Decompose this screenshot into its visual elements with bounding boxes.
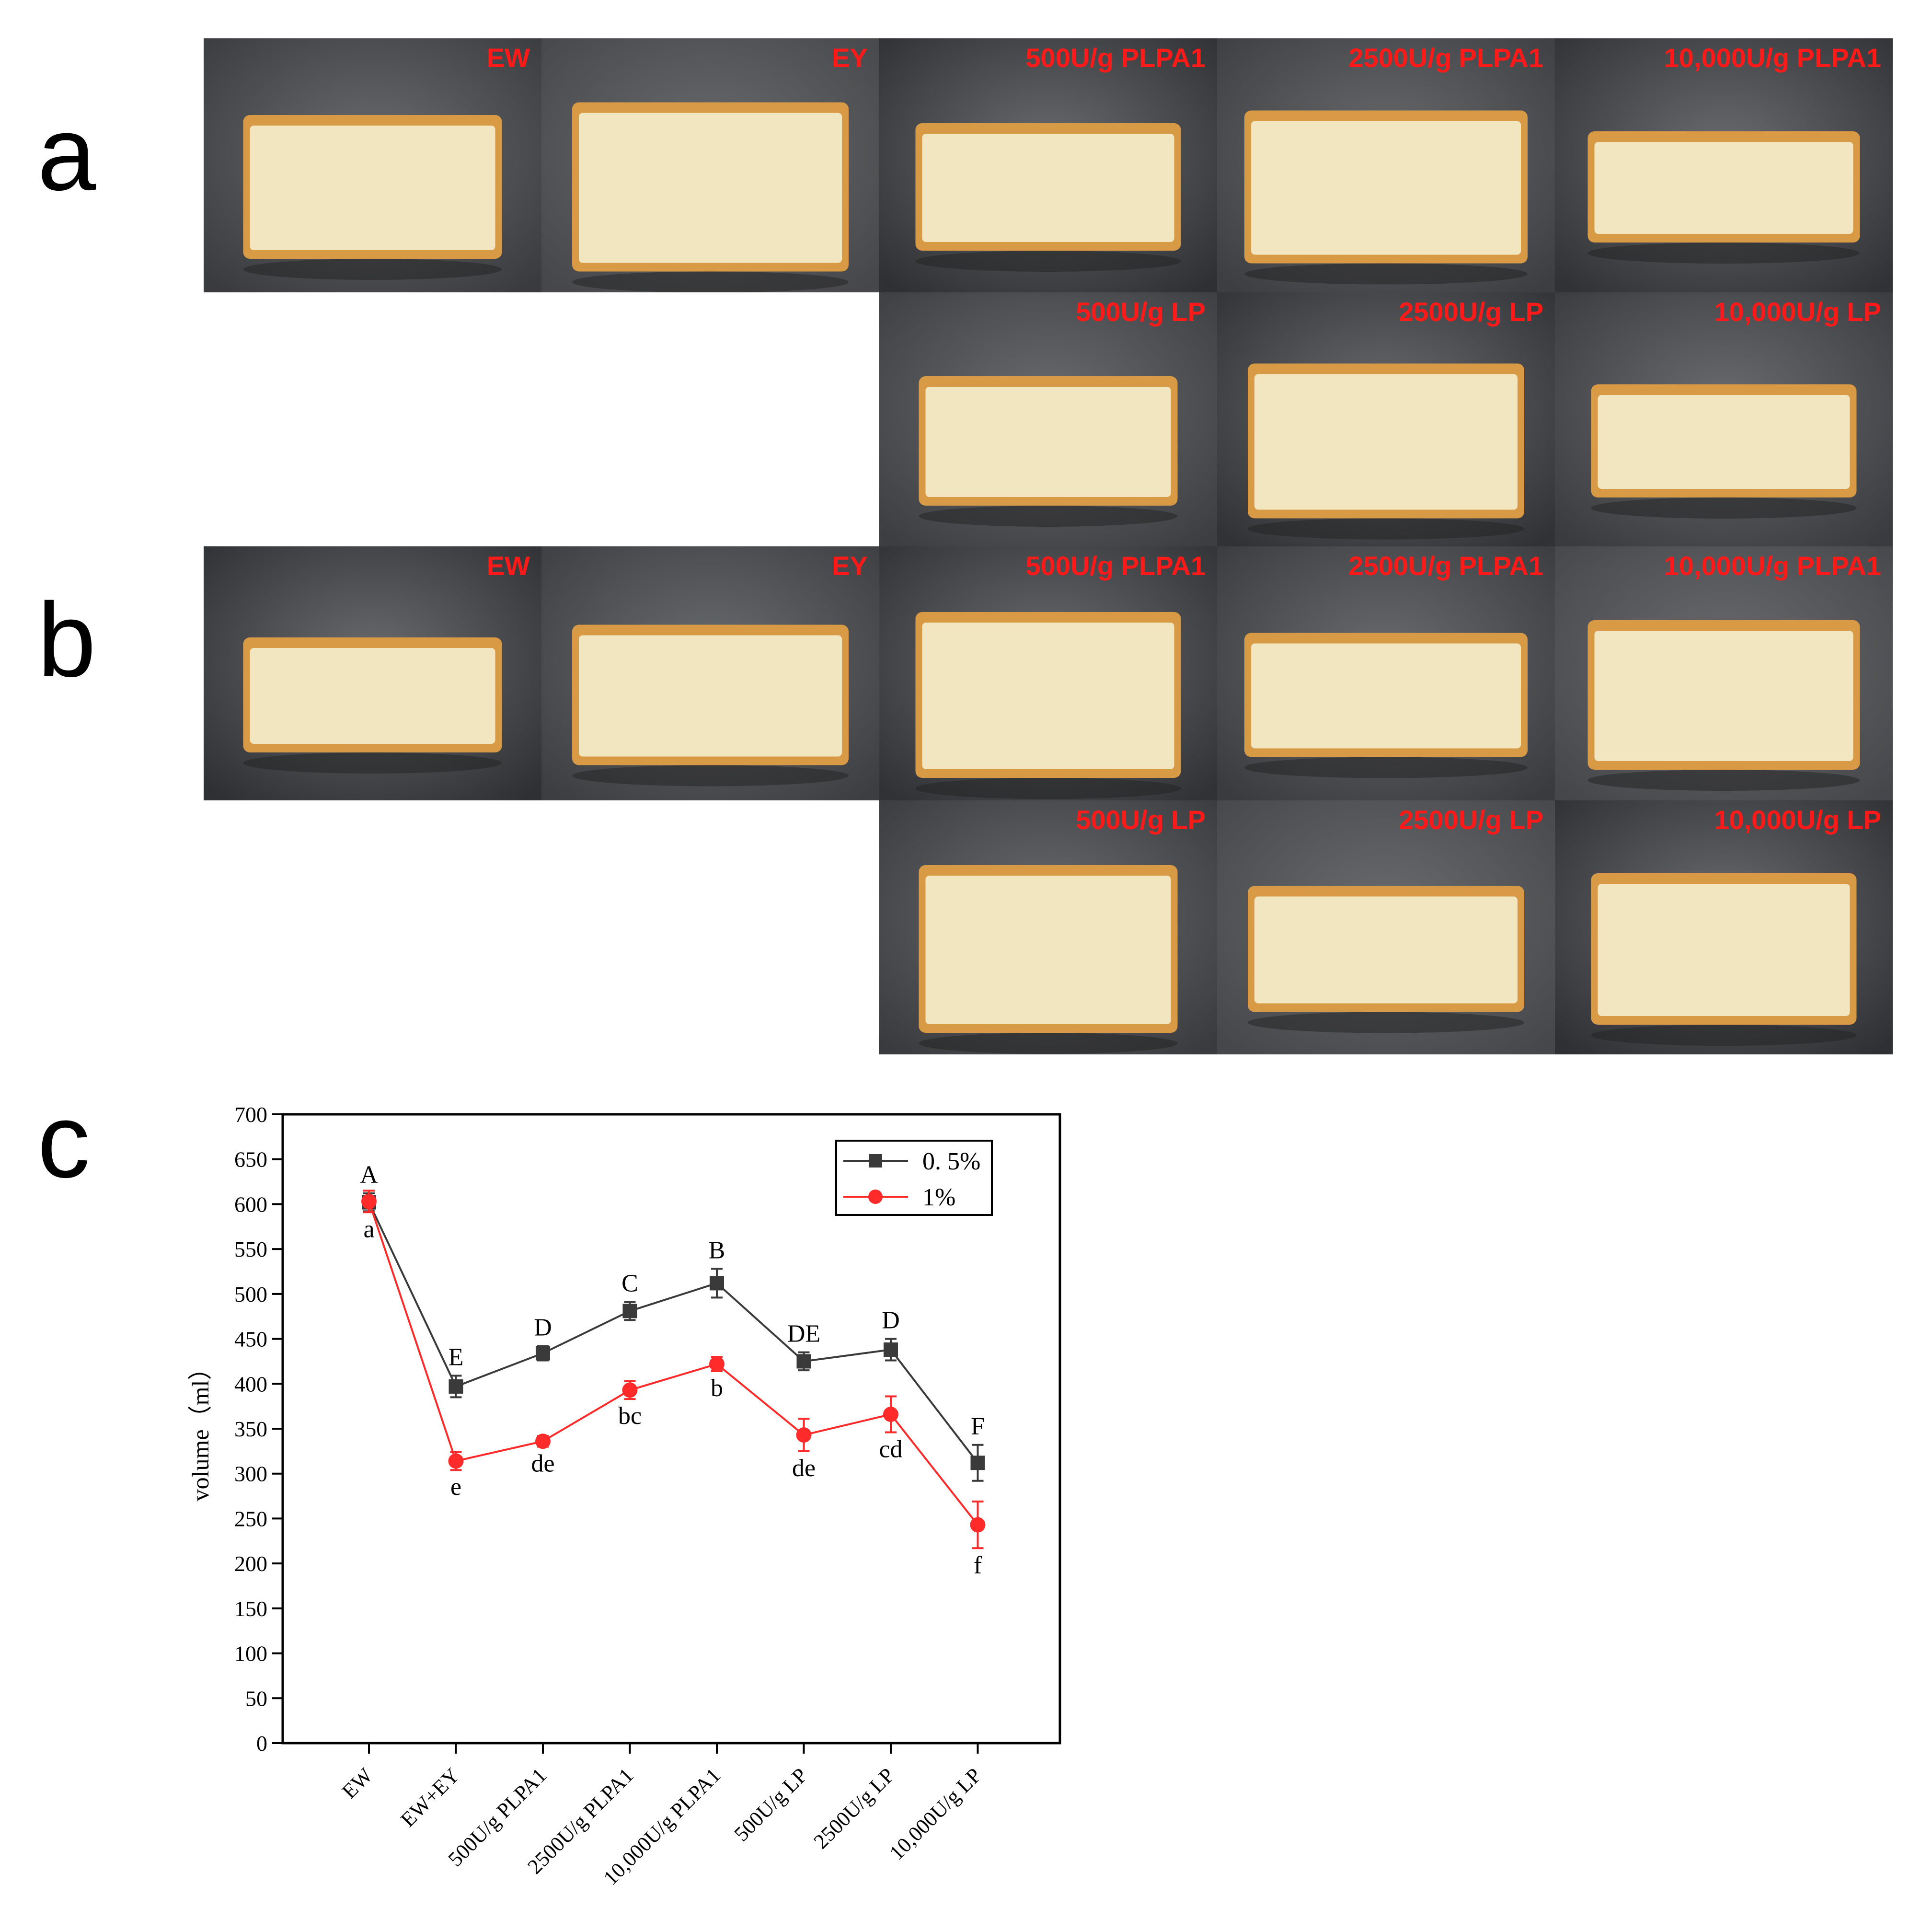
cake-photo-a-bottom-2: 2500U/g LP [1217,292,1555,546]
data-point-square [796,1354,811,1369]
photo-label: 10,000U/g LP [1714,297,1881,327]
significance-letter: e [450,1473,461,1501]
legend-marker-square [869,1154,882,1168]
y-tick-label: 650 [234,1147,267,1172]
cake-photo-b-bottom-3: 10,000U/g LP [1555,800,1893,1054]
data-point-circle [796,1427,812,1443]
x-tick-label: 500U/g LP [729,1763,812,1846]
significance-letter: cd [879,1435,902,1463]
data-point-circle [709,1356,724,1372]
y-axis-label: volume（ml） [187,1356,214,1502]
data-point-square [884,1342,898,1357]
y-tick-label: 200 [234,1551,267,1576]
photo-label: 500U/g PLPA1 [1025,551,1206,581]
photo-label: EY [832,551,868,581]
series-line-1 [368,1201,979,1526]
data-point-circle [970,1517,986,1533]
photo-label: 500U/g PLPA1 [1025,43,1206,73]
cake-photo-a-top-3: 500U/g PLPA1 [879,38,1217,292]
y-tick-label: 450 [234,1327,267,1352]
y-tick-label: 400 [234,1372,267,1396]
y-tick-label: 550 [234,1237,267,1261]
data-point-circle [622,1382,638,1398]
cake-photo-a-top-5: 10,000U/g PLPA1 [1555,38,1893,292]
y-tick-label: 250 [234,1506,267,1531]
y-tick-label: 300 [234,1462,267,1486]
significance-letter: bc [618,1402,642,1430]
photo-label: EY [832,43,868,73]
data-point-square [622,1304,637,1318]
significance-letter: A [360,1161,378,1189]
significance-letter: a [363,1215,374,1243]
y-tick-label: 0 [256,1731,267,1756]
cake-photo-b-top-5: 10,000U/g PLPA1 [1555,546,1893,800]
cake-photo-a-bottom-3: 10,000U/g LP [1555,292,1893,546]
significance-letter: de [531,1450,554,1477]
data-point-circle [361,1193,377,1209]
cake-photo-b-top-3: 500U/g PLPA1 [879,546,1217,800]
legend-label: 0. 5% [922,1148,980,1175]
y-tick-label: 100 [234,1642,267,1666]
x-tick-label: EW+EY [396,1763,464,1831]
volume-line-chart: 0 50 100 150 200 250 300 350 400 450 500 550 600 650 7… [187,1102,1061,1890]
cake-photo-a-top-1: EW [204,38,541,292]
data-point-square [710,1276,724,1291]
y-tick-label: 150 [234,1596,267,1621]
y-tick-label: 50 [245,1686,267,1711]
cake-photo-b-top-4: 2500U/g PLPA1 [1217,546,1555,800]
cake-photo-a-top-2: EY [541,38,879,292]
y-tick-label: 700 [234,1102,267,1127]
data-point-circle [448,1453,464,1469]
panel-label-b: b [37,581,96,699]
y-tick-label: 500 [234,1282,267,1306]
cake-photo-b-bottom-1: 500U/g LP [879,800,1217,1054]
significance-letter: F [971,1413,985,1440]
photo-label: 2500U/g PLPA1 [1348,551,1543,581]
legend-marker-circle [868,1190,883,1204]
cake-photo-a-bottom-1: 500U/g LP [879,292,1217,546]
significance-letter: DE [787,1320,820,1348]
significance-letter: E [448,1343,464,1371]
photo-label: 10,000U/g PLPA1 [1664,551,1881,581]
photo-label: 500U/g LP [1076,805,1206,835]
cake-photo-a-top-4: 2500U/g PLPA1 [1217,38,1555,292]
series-line-0 [368,1202,979,1464]
photo-label: 2500U/g LP [1399,297,1543,327]
significance-letter: C [621,1270,638,1297]
data-point-square [448,1379,463,1394]
photo-label: EW [486,43,530,73]
data-point-square [970,1456,985,1470]
photo-label: 10,000U/g PLPA1 [1664,43,1881,73]
x-tick-label: EW [337,1763,377,1803]
cake-photo-b-top-2: EY [541,546,879,800]
significance-letter: D [882,1307,900,1334]
panel-label-c: c [37,1082,90,1200]
significance-letter: B [709,1237,725,1264]
data-point-square [536,1346,550,1361]
legend-label: 1% [922,1184,955,1211]
significance-letter: f [974,1551,982,1579]
photo-label: 500U/g LP [1076,297,1206,327]
photo-label: EW [486,551,530,581]
y-tick-label: 350 [234,1417,267,1441]
significance-letter: b [711,1375,723,1402]
cake-photo-b-top-1: EW [204,546,541,800]
photo-label: 10,000U/g LP [1714,805,1881,835]
panel-label-a: a [37,94,96,212]
photo-label: 2500U/g LP [1399,805,1543,835]
photo-label: 2500U/g PLPA1 [1348,43,1543,73]
data-point-circle [883,1407,898,1422]
legend-box [835,1140,993,1216]
y-tick-label: 600 [234,1192,267,1216]
x-tick-label: 2500U/g LP [809,1763,899,1853]
significance-letter: de [792,1455,816,1482]
cake-photo-b-bottom-2: 2500U/g LP [1217,800,1555,1054]
significance-letter: D [534,1314,552,1341]
data-point-circle [535,1433,551,1449]
x-tick-label: 10,000U/g LP [885,1763,986,1864]
